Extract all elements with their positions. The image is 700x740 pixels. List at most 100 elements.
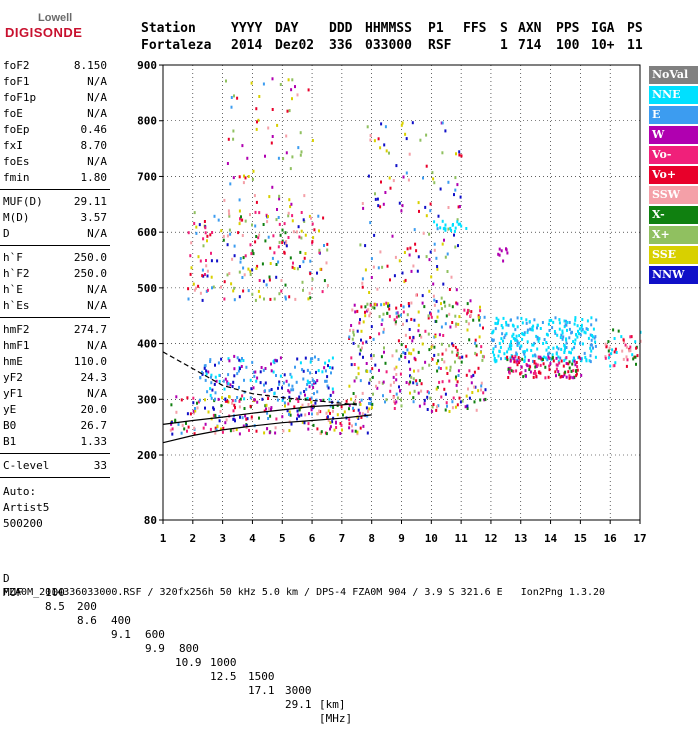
echo-point	[204, 398, 206, 402]
echo-point	[620, 335, 623, 339]
echo-point	[536, 323, 539, 327]
echo-point	[294, 365, 296, 369]
echo-point	[226, 399, 229, 403]
echo-point	[209, 387, 212, 391]
echo-point	[273, 392, 276, 396]
echo-point	[210, 275, 213, 279]
echo-point	[396, 311, 399, 315]
echo-point	[535, 334, 538, 338]
echo-point	[449, 365, 452, 369]
echo-point	[253, 374, 256, 378]
echo-point	[348, 407, 350, 411]
echo-point	[449, 226, 452, 230]
echo-point	[440, 325, 443, 329]
echo-point	[271, 108, 274, 111]
echo-point	[236, 96, 239, 100]
echo-point	[258, 416, 260, 420]
echo-point	[402, 322, 404, 326]
echo-point	[221, 430, 224, 434]
echo-point	[272, 234, 275, 238]
echo-point	[506, 251, 509, 255]
param-separator	[0, 317, 110, 318]
echo-point	[523, 331, 526, 335]
echo-point	[267, 215, 269, 218]
echo-point	[560, 333, 563, 337]
echo-point	[533, 341, 536, 345]
echo-point	[193, 222, 196, 225]
echo-point	[254, 370, 257, 374]
echo-point	[239, 257, 242, 260]
echo-point	[576, 368, 579, 372]
echo-point	[576, 365, 579, 369]
echo-point	[376, 287, 379, 291]
echo-point	[436, 267, 439, 271]
echo-point	[510, 347, 512, 351]
echo-point	[494, 321, 497, 325]
echo-point	[331, 387, 334, 391]
echo-point	[474, 351, 477, 355]
echo-point	[373, 139, 376, 143]
echo-point	[394, 322, 397, 326]
echo-point	[459, 222, 462, 226]
echo-point	[545, 348, 548, 352]
echo-point	[235, 428, 238, 432]
echo-point	[287, 383, 290, 387]
echo-point	[547, 352, 549, 356]
echo-point	[568, 321, 571, 324]
echo-point	[245, 417, 248, 421]
echo-point	[233, 298, 236, 302]
echo-point	[426, 395, 429, 399]
echo-point	[516, 363, 519, 367]
echo-point	[207, 410, 210, 414]
echo-point	[452, 396, 455, 400]
echo-point	[558, 321, 561, 325]
echo-point	[579, 333, 582, 337]
echo-point	[413, 318, 416, 322]
echo-point	[350, 363, 353, 367]
echo-point	[233, 367, 236, 371]
echo-point	[461, 355, 464, 359]
echo-point	[518, 341, 521, 345]
echo-point	[369, 401, 372, 405]
echo-point	[272, 370, 275, 374]
echo-point	[425, 214, 428, 218]
echo-point	[241, 276, 244, 279]
echo-point	[322, 398, 325, 402]
echo-point	[258, 295, 261, 299]
echo-point	[384, 125, 387, 129]
echo-point	[417, 201, 420, 205]
echo-point	[617, 329, 620, 333]
echo-point	[412, 381, 415, 385]
echo-point	[270, 407, 272, 411]
echo-point	[520, 365, 523, 369]
echo-point	[404, 333, 407, 337]
echo-point	[285, 242, 288, 246]
echo-point	[382, 380, 385, 384]
echo-point	[567, 370, 570, 374]
echo-point	[233, 354, 236, 358]
header-value-pps: 100	[556, 38, 580, 53]
echo-point	[230, 105, 233, 109]
echo-point	[454, 345, 457, 349]
echo-point	[371, 305, 374, 309]
echo-point	[629, 349, 632, 353]
echo-point	[514, 338, 517, 342]
echo-point	[304, 252, 307, 255]
echo-point	[514, 355, 517, 359]
echo-point	[314, 401, 317, 405]
echo-point	[515, 351, 518, 355]
param-row: fmin 1.80	[3, 171, 107, 184]
echo-point	[288, 390, 291, 394]
echo-point	[354, 422, 357, 426]
echo-point	[456, 218, 459, 222]
echo-point	[580, 373, 583, 377]
echo-point	[262, 82, 265, 86]
echo-point	[219, 410, 222, 413]
echo-point	[295, 230, 298, 234]
echo-point	[395, 164, 398, 168]
x-tick-label: 13	[514, 532, 527, 545]
echo-point	[393, 380, 395, 384]
echo-point	[266, 427, 269, 431]
echo-point	[319, 431, 322, 435]
echo-point	[296, 409, 299, 413]
